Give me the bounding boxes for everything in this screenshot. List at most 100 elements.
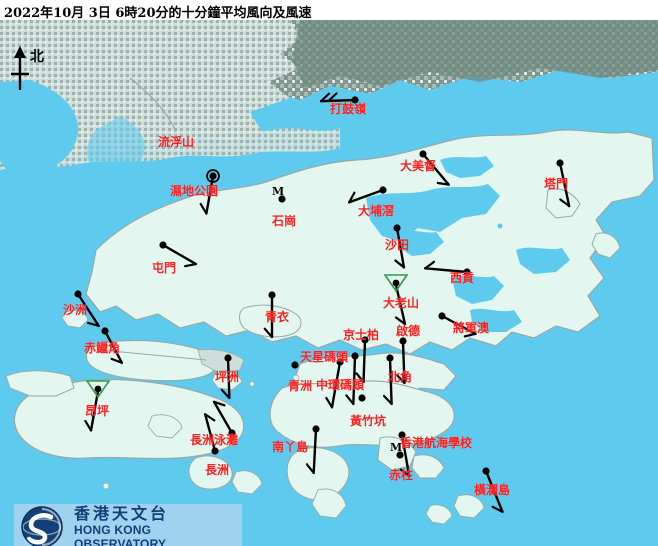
wind-station-13 bbox=[263, 291, 276, 339]
wind-station-24 bbox=[212, 400, 236, 437]
wind-station-26 bbox=[305, 425, 320, 475]
wind-station-8 bbox=[423, 260, 471, 276]
wind-station-19 bbox=[291, 361, 299, 369]
tap-mun-island bbox=[545, 188, 581, 219]
deep-bay-water bbox=[0, 80, 79, 177]
wind-station-20 bbox=[325, 358, 344, 409]
wind-barb-flag bbox=[327, 92, 338, 103]
wind-barb-flag bbox=[319, 92, 331, 103]
wind-shaft bbox=[484, 469, 504, 513]
chek-lap-kok-island bbox=[85, 339, 217, 382]
wind-barb-flag bbox=[263, 327, 274, 339]
station-marker-dot bbox=[358, 394, 366, 402]
station-marker-dot bbox=[211, 447, 219, 455]
wind-station-2 bbox=[319, 92, 359, 104]
station-label: 坪洲 bbox=[215, 370, 240, 384]
north-label: 北 bbox=[30, 49, 44, 65]
wind-barb-flag bbox=[491, 505, 504, 513]
hei-ling-chau-island bbox=[147, 414, 183, 439]
wind-shaft bbox=[76, 292, 100, 328]
islet-d bbox=[497, 223, 503, 229]
wind-station-9 bbox=[159, 241, 198, 268]
tolo-channel bbox=[398, 230, 444, 256]
wind-barb-flag bbox=[382, 394, 393, 406]
road-nw bbox=[129, 77, 177, 133]
station-label: 香港航海學校 bbox=[400, 436, 473, 450]
station-marker-dot bbox=[393, 224, 401, 232]
wind-barb-flag bbox=[399, 468, 411, 478]
lantau-island bbox=[13, 378, 245, 460]
wind-barb-flag bbox=[87, 321, 100, 327]
station-label: 天星碼頭 bbox=[300, 350, 349, 364]
station-marker-dot bbox=[419, 150, 427, 158]
wind-shaft bbox=[103, 329, 124, 364]
station-marker-dot bbox=[463, 268, 471, 276]
wind-station-15 bbox=[355, 336, 369, 384]
station-marker-dot bbox=[94, 385, 102, 393]
wind-station-16 bbox=[395, 337, 407, 385]
station-marker-dot bbox=[278, 195, 286, 203]
station-marker-dot bbox=[291, 361, 299, 369]
station-label: 將軍澳 bbox=[453, 321, 490, 335]
station-marker-dot bbox=[268, 291, 276, 299]
station-marker-bullseye bbox=[206, 169, 220, 183]
plover-cove bbox=[440, 156, 494, 178]
wind-shaft bbox=[319, 98, 357, 103]
station-label: 長洲 bbox=[205, 463, 230, 477]
wind-barb-flag bbox=[199, 202, 208, 215]
wind-shaft bbox=[352, 354, 357, 406]
wind-barb-flag bbox=[345, 394, 355, 406]
station-label: 流浮山 bbox=[158, 135, 195, 149]
wind-station-11 bbox=[101, 327, 124, 364]
wind-shaft bbox=[212, 400, 234, 435]
logo-english-text: HONG KONG OBSERVATORY bbox=[74, 522, 167, 546]
wind-station-5: M bbox=[272, 185, 286, 203]
wind-shaft bbox=[161, 243, 198, 266]
wind-barb-flag bbox=[325, 396, 334, 409]
station-marker-dot bbox=[396, 451, 404, 459]
station-label: 赤鱲角 bbox=[84, 341, 121, 355]
station-marker-dot bbox=[336, 358, 344, 366]
wind-station-25 bbox=[203, 413, 219, 455]
station-marker-dot bbox=[74, 290, 82, 298]
station-label: 青洲 bbox=[288, 379, 313, 393]
wind-station-28: M bbox=[390, 441, 404, 459]
se-islet bbox=[425, 504, 453, 525]
station-label: 赤柱 bbox=[389, 468, 414, 482]
wind-shaft bbox=[312, 427, 318, 475]
wind-barb-flag bbox=[355, 372, 365, 384]
station-label: 北角 bbox=[388, 370, 413, 384]
station-marker-M: M bbox=[390, 441, 402, 454]
station-marker-core bbox=[210, 173, 216, 179]
map-graphic: MM bbox=[0, 20, 658, 546]
station-marker-dot bbox=[224, 354, 232, 362]
wind-station-1 bbox=[206, 169, 220, 183]
wind-shaft bbox=[440, 314, 477, 336]
station-label: 啟德 bbox=[396, 324, 421, 338]
station-label: 大老山 bbox=[383, 296, 420, 310]
wind-barb-flag bbox=[559, 198, 571, 208]
station-marker-dot bbox=[101, 327, 109, 335]
inner-bay-water bbox=[87, 116, 145, 174]
station-marker-dot bbox=[379, 186, 387, 194]
wind-barb-flag bbox=[436, 181, 450, 186]
po-toi-island bbox=[453, 494, 485, 519]
wind-shaft bbox=[400, 433, 411, 478]
logo-chinese-text: 香港天文台 bbox=[74, 503, 170, 523]
wind-barb-flag bbox=[394, 259, 406, 269]
peng-chau-island bbox=[211, 370, 243, 391]
station-label: 青衣 bbox=[265, 310, 290, 324]
station-marker-dot bbox=[361, 336, 369, 344]
wind-barb-flag bbox=[305, 463, 315, 475]
wind-shaft bbox=[401, 339, 406, 385]
wind-shaft bbox=[347, 188, 385, 204]
station-label: 大埔滘 bbox=[358, 204, 395, 218]
station-marker-M: M bbox=[272, 185, 284, 198]
station-label: 西貢 bbox=[450, 271, 475, 285]
station-label: 石崗 bbox=[272, 214, 297, 228]
new-territories-landmass bbox=[85, 129, 655, 355]
wind-barb-flag bbox=[204, 413, 216, 422]
airport-runway bbox=[99, 349, 207, 361]
